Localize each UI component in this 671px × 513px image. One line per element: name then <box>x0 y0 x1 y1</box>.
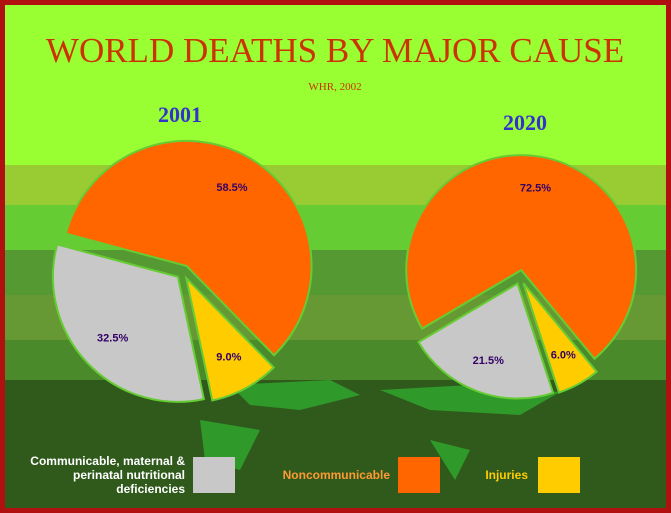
pie-title: 2020 <box>503 110 547 135</box>
legend-label: Injuries <box>485 468 528 482</box>
legend-label: Communicable, maternal & perinatal nutri… <box>30 454 185 496</box>
pie-slice <box>522 282 599 394</box>
pie-slice <box>417 282 555 400</box>
legend-swatch <box>538 457 580 493</box>
pie-slice <box>64 139 313 357</box>
subtitle: WHR, 2002 <box>308 81 361 93</box>
value-label: 9.0% <box>216 351 241 363</box>
pie-slice <box>184 275 276 402</box>
pie-slice <box>405 154 638 361</box>
title: WORLD DEATHS BY MAJOR CAUSE <box>46 31 624 70</box>
value-label: 72.5% <box>520 182 551 194</box>
value-label: 6.0% <box>551 350 576 362</box>
map <box>200 380 560 480</box>
legend-swatch <box>193 457 235 493</box>
legend-swatch <box>398 457 440 493</box>
pie-title: 2001 <box>158 102 202 127</box>
value-label: 32.5% <box>97 333 128 345</box>
legend-label: Noncommunicable <box>282 468 390 482</box>
value-label: 58.5% <box>216 182 247 194</box>
pie-slice <box>51 243 206 403</box>
value-label: 21.5% <box>473 355 504 367</box>
